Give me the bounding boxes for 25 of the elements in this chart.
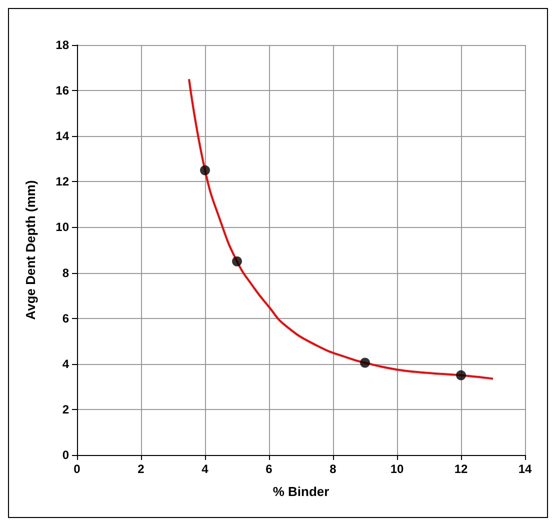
y-axis-title: Avge Dent Depth (mm) — [23, 180, 38, 320]
x-tick-label: 0 — [74, 462, 81, 476]
line-series — [188, 78, 494, 380]
y-tick-label: 2 — [62, 402, 70, 416]
y-tick-label: 8 — [62, 266, 70, 280]
x-tick-label: 8 — [330, 462, 337, 476]
x-tick-label: 6 — [266, 462, 273, 476]
y-tick-label: 16 — [56, 84, 70, 98]
point — [232, 256, 242, 266]
x-tick-label: 12 — [454, 462, 468, 476]
x-tick-label: 2 — [138, 462, 145, 476]
x-tick-label: 10 — [390, 462, 404, 476]
y-tick-label: 6 — [62, 311, 70, 326]
y-tick-label: 18 — [56, 38, 70, 52]
y-tick-label: 12 — [56, 174, 70, 189]
point — [360, 358, 370, 368]
y-tick-label: 14 — [56, 129, 70, 144]
x-tick-label: 4 — [202, 462, 209, 476]
y-tick-label: 4 — [62, 356, 70, 371]
x-tick-label: 14 — [518, 462, 532, 476]
point — [456, 370, 466, 380]
y-tick-label: 0 — [62, 448, 70, 462]
y-tick-label: 10 — [56, 220, 70, 234]
x-axis-title: % Binder — [272, 484, 330, 499]
point — [200, 165, 210, 176]
